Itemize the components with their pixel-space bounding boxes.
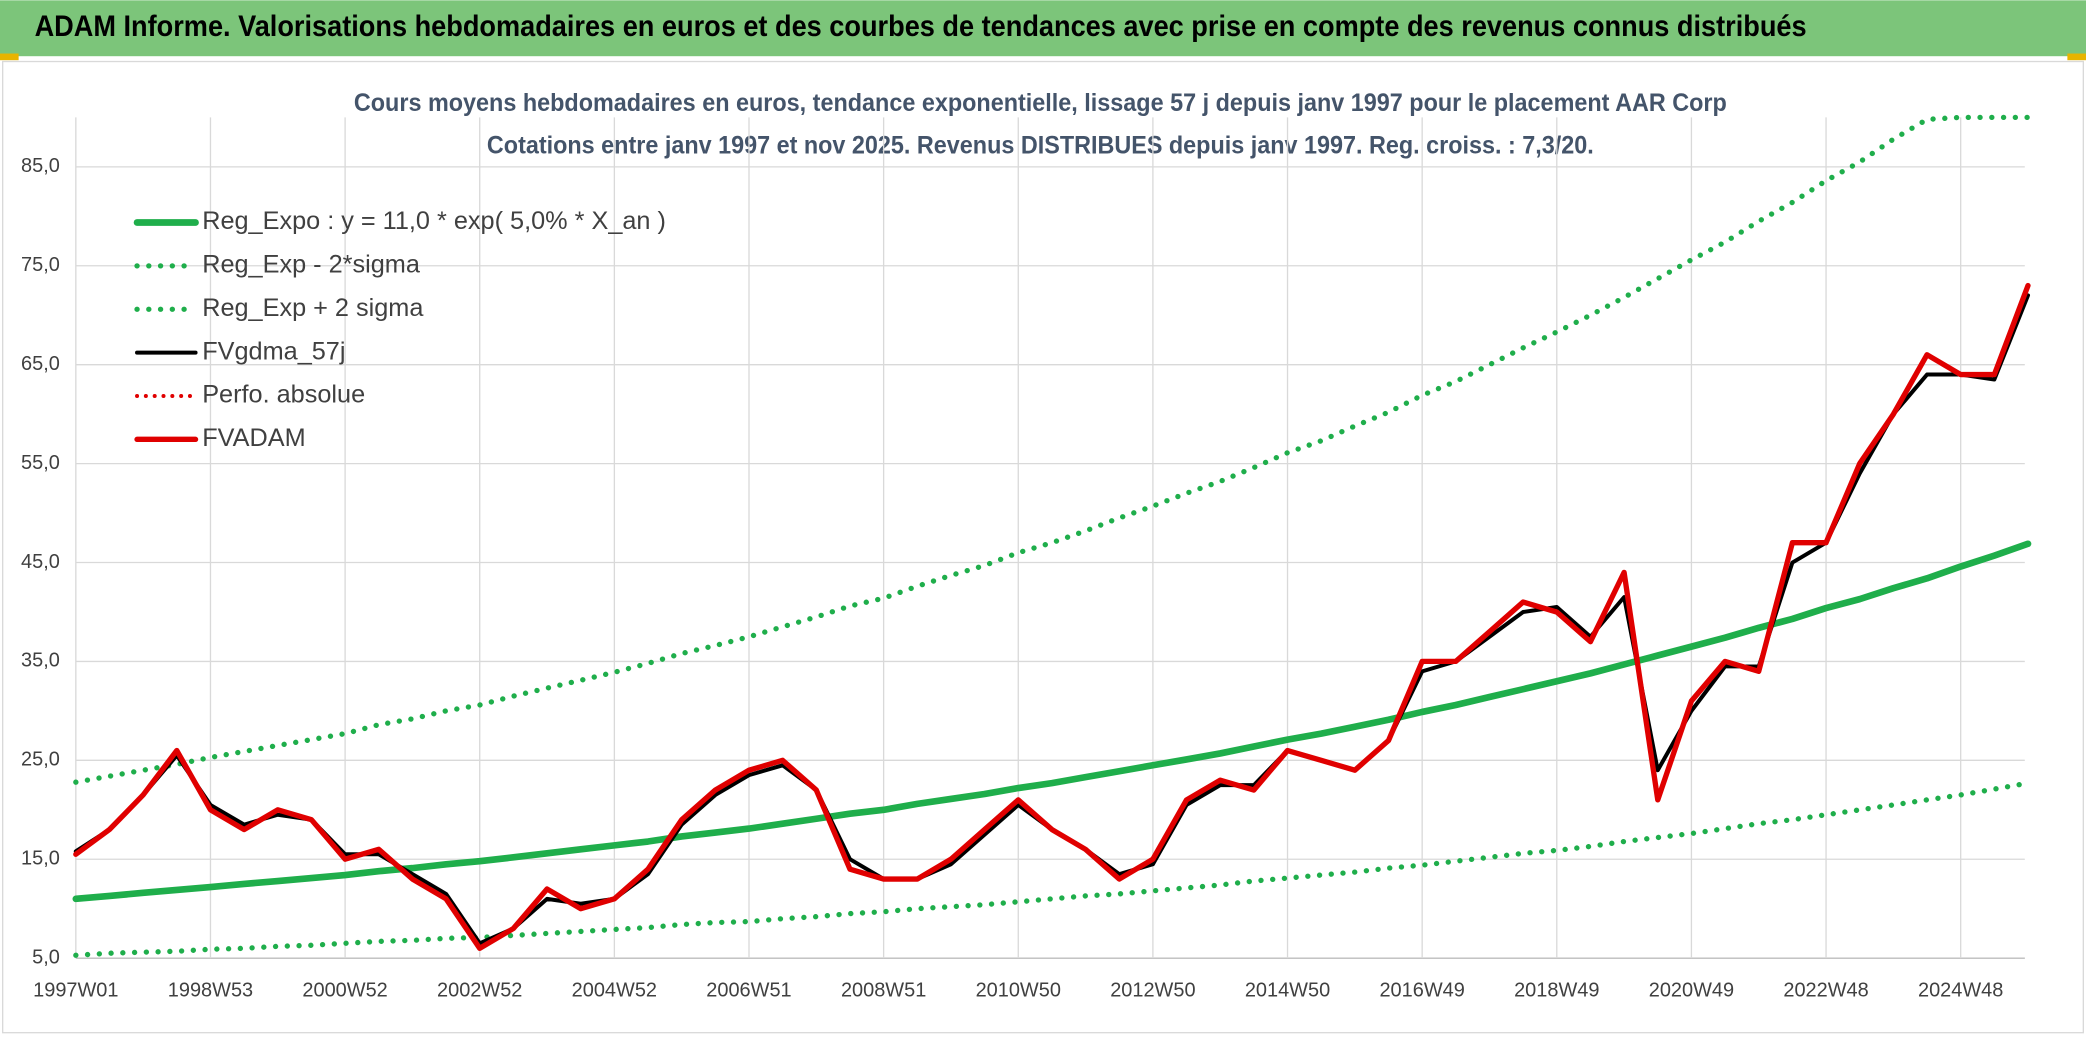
- x-tick-label: 2010W50: [976, 980, 1061, 1002]
- y-tick-label: 65,0: [21, 353, 60, 375]
- y-tick-label: 25,0: [21, 749, 60, 771]
- corner: [2067, 53, 2086, 61]
- x-tick-label: 2022W48: [1783, 980, 1868, 1002]
- page-title: ADAM Informe. Valorisations hebdomadaire…: [35, 11, 1807, 43]
- x-tick-label: 2014W50: [1245, 980, 1330, 1002]
- x-tick-label: 2024W48: [1918, 980, 2003, 1002]
- legend-label: FVgdma_57j: [202, 337, 345, 365]
- y-tick-label: 5,0: [32, 946, 60, 968]
- x-tick-label: 2016W49: [1379, 980, 1464, 1002]
- x-tick-label: 2002W52: [437, 980, 522, 1002]
- x-tick-label: 1997W01: [33, 980, 118, 1002]
- y-tick-label: 35,0: [21, 650, 60, 672]
- legend-label: Reg_Exp - 2*sigma: [202, 251, 421, 279]
- y-tick-label: 55,0: [21, 452, 60, 474]
- y-tick-label: 85,0: [21, 155, 60, 177]
- x-tick-label: 2004W52: [572, 980, 657, 1002]
- y-tick-label: 75,0: [21, 254, 60, 276]
- y-tick-label: 15,0: [21, 848, 60, 870]
- x-tick-label: 2008W51: [841, 980, 926, 1002]
- corner: [0, 53, 19, 61]
- legend-label: Perfo. absolue: [202, 381, 365, 409]
- series-line: [73, 780, 2031, 958]
- legend-label: Reg_Exp + 2 sigma: [202, 294, 424, 322]
- series-line: [73, 282, 2031, 951]
- legend-label: FVADAM: [202, 424, 305, 452]
- x-tick-label: 2020W49: [1649, 980, 1734, 1002]
- x-tick-label: 2006W51: [706, 980, 791, 1002]
- header-band: [0, 0, 2086, 57]
- chart-frame: [1, 60, 2085, 1034]
- y-tick-label: 45,0: [21, 551, 60, 573]
- series-line: [73, 114, 2031, 785]
- chart-title: Cours moyens hebdomadaires en euros, ten…: [354, 89, 1727, 117]
- x-tick-label: 2000W52: [302, 980, 387, 1002]
- x-tick-label: 2012W50: [1110, 980, 1195, 1002]
- legend-label: Reg_Expo : y = 11,0 * exp( 5,0% * X_an ): [202, 207, 666, 235]
- chart-subtitle: Cotations entre janv 1997 et nov 2025. R…: [487, 131, 1594, 159]
- x-tick-label: 2018W49: [1514, 980, 1599, 1002]
- x-tick-label: 1998W53: [168, 980, 253, 1002]
